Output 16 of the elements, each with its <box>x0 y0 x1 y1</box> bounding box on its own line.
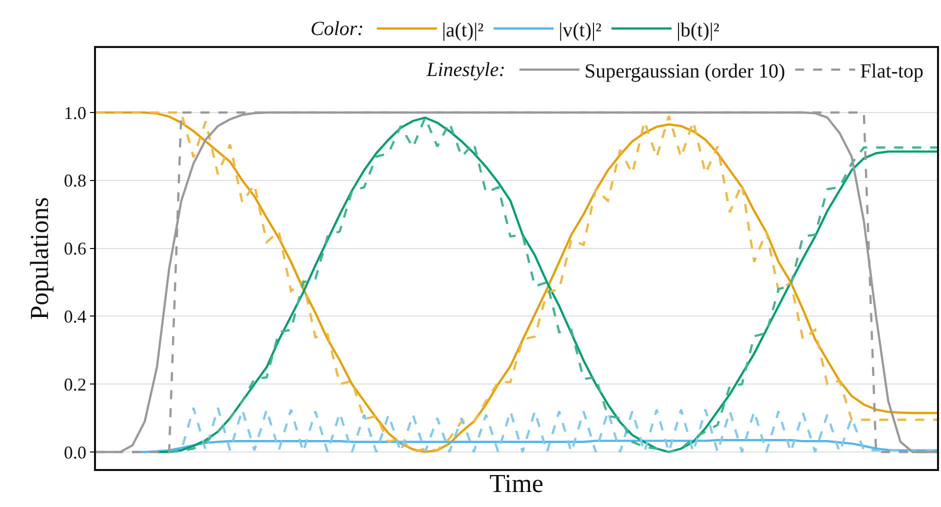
y-tick-label: 0.2 <box>64 374 86 394</box>
legend-label: |v(t)|² <box>558 19 602 42</box>
y-tick-label: 0.8 <box>64 170 86 191</box>
text: Linestyle: <box>426 59 506 82</box>
y-axis-title: Populations <box>24 197 54 320</box>
y-tick-label: 0.0 <box>64 442 86 462</box>
legend-label: Supergaussian (order 10) <box>584 60 786 82</box>
legend-label: |b(t)|² <box>676 19 720 42</box>
x-axis-title: Time <box>490 469 544 498</box>
y-tick-label: 1.0 <box>64 102 86 123</box>
line-series <box>168 406 937 454</box>
legend-label: Flat-top <box>860 60 924 82</box>
y-tick-label: 0.4 <box>64 306 86 327</box>
legend-label: |a(t)|² <box>442 19 484 42</box>
text: Color: <box>310 18 364 40</box>
y-tick-label: 0.6 <box>64 238 86 259</box>
